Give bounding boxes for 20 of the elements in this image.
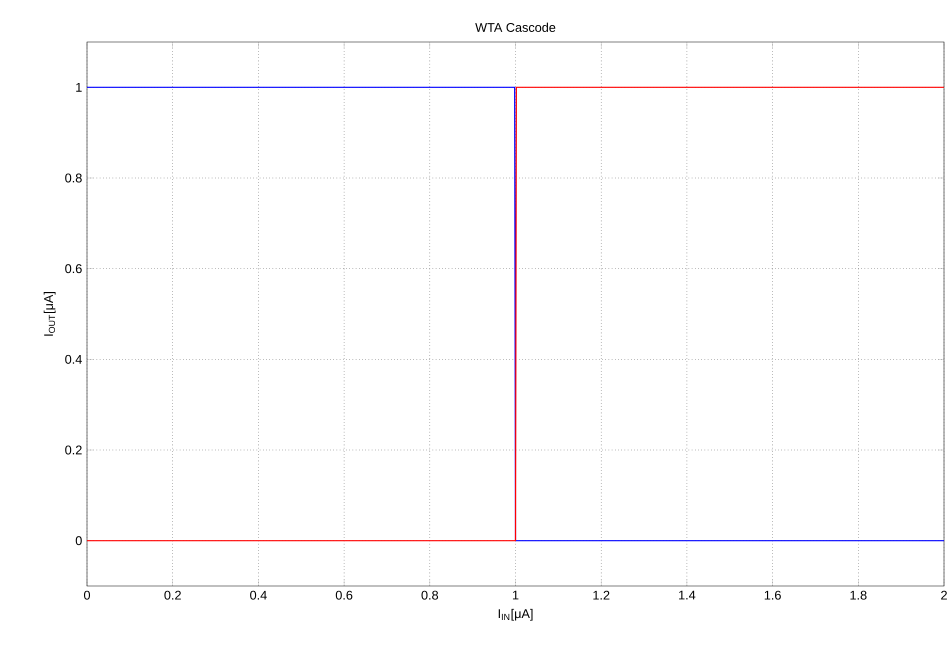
x-tick-label: 1 xyxy=(512,590,518,600)
y-axis-title: I$_{OUT}$[μA] xyxy=(44,292,56,336)
x-tick-label: 1.8 xyxy=(850,590,867,600)
chart-title: WTA Cascode xyxy=(475,22,556,32)
x-tick-label: 0 xyxy=(84,590,90,600)
x-tick-label: 1.4 xyxy=(679,590,696,600)
x-tick-label: 0.2 xyxy=(164,590,181,600)
y-tick-label: 0.4 xyxy=(65,354,82,364)
y-tick-label: 1 xyxy=(76,82,82,92)
y-tick-label: 0 xyxy=(76,536,82,546)
y-tick-label: 0.2 xyxy=(65,446,82,454)
y-tick-label: 0.8 xyxy=(65,174,82,182)
x-tick-label: 0.8 xyxy=(422,590,438,600)
y-tick-label: 0.6 xyxy=(65,264,82,274)
x-tick-label: 1.2 xyxy=(593,590,610,600)
x-tick-label: 0.4 xyxy=(250,590,267,600)
x-tick-label: 1.6 xyxy=(764,590,781,600)
x-tick-label: 0.6 xyxy=(336,590,352,600)
x-axis-title: I$_{IN}$[μA] xyxy=(498,608,533,621)
x-tick-label: 2 xyxy=(941,590,947,600)
